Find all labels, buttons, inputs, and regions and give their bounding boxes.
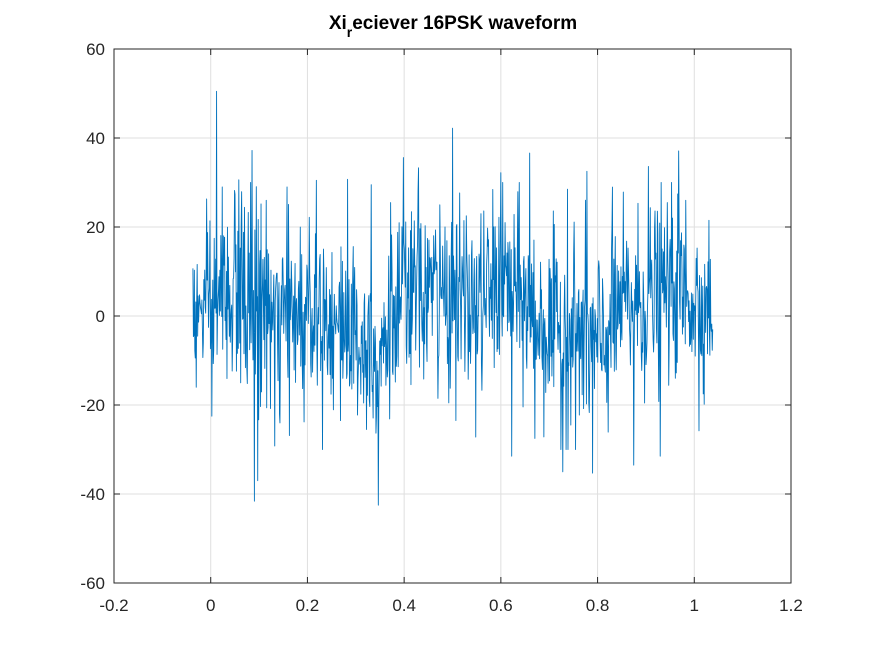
x-tick-labels: -0.2 0 0.2 0.4 0.6 0.8 1 1.2: [99, 596, 802, 615]
x-tick-label: 0: [206, 596, 215, 615]
x-tick-label: 0.2: [296, 596, 320, 615]
x-tick-label: 1: [690, 596, 699, 615]
x-tick-label: -0.2: [99, 596, 128, 615]
y-tick-label: 20: [86, 218, 105, 237]
title-main: Xi: [329, 13, 347, 34]
chart-title: Xireciever 16PSK waveform: [329, 13, 577, 40]
tick-marks: [113, 48, 792, 584]
x-tick-label: 1.2: [779, 596, 803, 615]
y-tick-label: -40: [80, 485, 105, 504]
y-tick-label: 60: [86, 40, 105, 59]
x-tick-label: 0.4: [392, 596, 416, 615]
x-tick-label: 0.6: [489, 596, 513, 615]
y-tick-label: 0: [96, 307, 105, 326]
title-subscript: r: [347, 24, 353, 40]
y-tick-label: -20: [80, 396, 105, 415]
y-tick-label: 40: [86, 129, 105, 148]
series-line: [192, 90, 714, 506]
x-tick-label: 0.8: [586, 596, 610, 615]
title-rest: eciever 16PSK waveform: [352, 13, 577, 34]
y-tick-label: -60: [80, 574, 105, 593]
plot-area: [192, 90, 714, 506]
y-tick-labels: -60 -40 -20 0 20 40 60: [80, 40, 105, 593]
